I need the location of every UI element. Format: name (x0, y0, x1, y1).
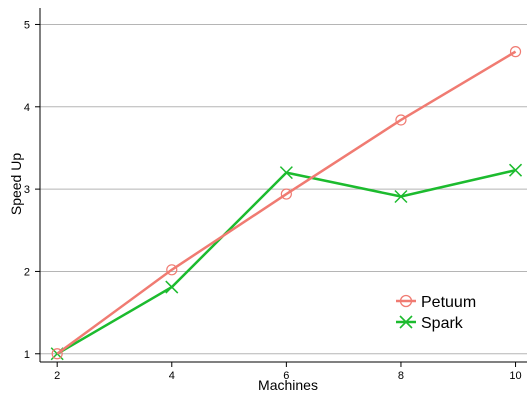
data-point-petuum (166, 264, 178, 276)
legend: Petuum Spark (396, 294, 476, 332)
data-point-spark (165, 280, 179, 294)
data-point-petuum (280, 188, 292, 200)
x-tick-label: 2 (54, 370, 60, 382)
series (50, 46, 523, 361)
series-line-petuum (56, 50, 517, 355)
grid-lines (40, 23, 527, 355)
data-point-petuum (395, 114, 407, 126)
data-point-petuum (509, 46, 522, 58)
legend-label-petuum: Petuum (421, 294, 476, 311)
data-point-petuum (51, 348, 63, 360)
data-point-spark (394, 189, 408, 204)
legend-marker-petuum (399, 294, 413, 308)
legend-marker-spark (399, 315, 413, 329)
series-petuum (51, 46, 522, 360)
data-point-spark (279, 166, 293, 180)
x-tick-label: 4 (169, 370, 175, 382)
axes (39, 8, 527, 363)
x-axis-title: Machines (258, 377, 318, 393)
x-tick-label: 6 (283, 370, 289, 382)
x-tick-label: 10 (509, 370, 521, 382)
y-axis-title: Speed Up (8, 153, 24, 215)
y-tick-label: 4 (24, 102, 30, 114)
y-tick-label: 5 (24, 19, 30, 31)
data-point-spark (509, 163, 523, 177)
y-tick-label: 3 (24, 184, 30, 196)
ticks: 1 2 3 4 5 2 4 6 8 10 (24, 19, 522, 382)
x-tick-label: 8 (398, 370, 404, 382)
legend-label-spark: Spark (421, 315, 464, 332)
y-tick-label: 2 (24, 266, 30, 278)
y-tick-label: 1 (24, 349, 30, 361)
